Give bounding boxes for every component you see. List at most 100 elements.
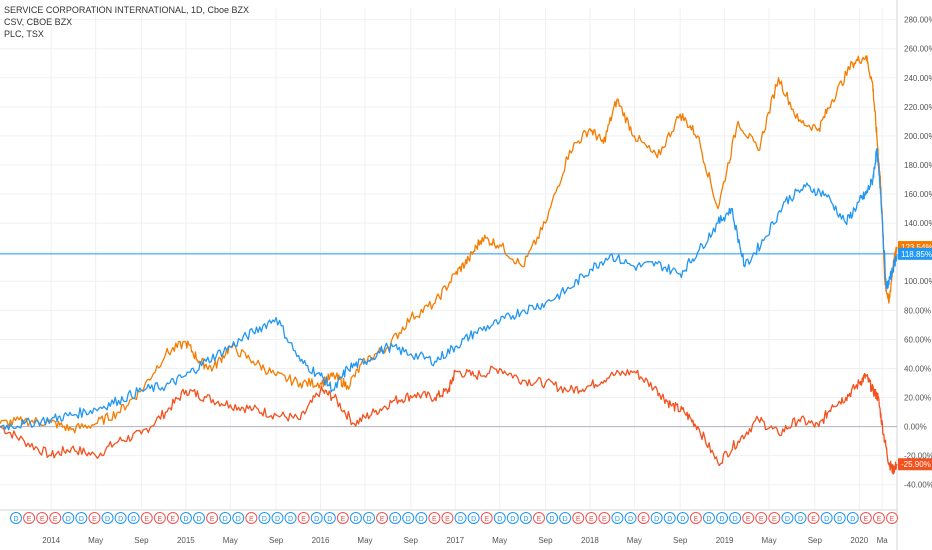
- event-letter: D: [733, 516, 738, 523]
- event-circle: [585, 512, 598, 524]
- event-letter: D: [66, 516, 71, 523]
- earnings-event-icon: E: [807, 512, 820, 524]
- x-tick-label: Sep: [538, 536, 553, 545]
- dividend-event-icon: D: [10, 512, 22, 524]
- earnings-event-icon: E: [36, 512, 49, 524]
- event-circle: [454, 512, 467, 524]
- earnings-event-icon: E: [376, 512, 389, 524]
- event-letter: D: [523, 516, 528, 523]
- event-letter: E: [484, 516, 489, 523]
- x-tick-label: 2017: [446, 536, 464, 545]
- event-circle: [546, 512, 559, 524]
- earnings-event-icon: E: [336, 512, 349, 524]
- dividend-event-icon: D: [193, 512, 206, 524]
- last-value-tag-sci: 118.85%: [898, 247, 932, 260]
- dividend-event-icon: D: [101, 512, 114, 524]
- event-letter: D: [288, 516, 293, 523]
- event-letter: E: [759, 516, 764, 523]
- event-circle: [611, 512, 624, 524]
- event-circle: [23, 512, 36, 524]
- dividend-event-icon: D: [676, 512, 689, 524]
- event-circle: [650, 512, 663, 524]
- event-letter: D: [654, 516, 659, 523]
- legend-compare-plc[interactable]: PLC, TSX: [4, 29, 44, 39]
- dividend-event-icon: D: [415, 512, 428, 524]
- event-circle: [637, 512, 650, 524]
- earnings-event-icon: E: [88, 512, 101, 524]
- event-circle: [271, 512, 284, 524]
- last-value-tag-bg: [898, 458, 932, 471]
- event-circle: [193, 512, 206, 524]
- dividend-event-icon: D: [179, 512, 192, 524]
- event-letter: E: [380, 516, 385, 523]
- event-letter: D: [837, 516, 842, 523]
- event-circle: [768, 512, 781, 524]
- event-circle: [598, 512, 611, 524]
- earnings-event-icon: E: [532, 512, 545, 524]
- event-letter: E: [641, 516, 646, 523]
- event-letter: D: [105, 516, 110, 523]
- event-letter: E: [877, 516, 882, 523]
- x-tick-label: May: [223, 536, 238, 545]
- series-line-csv: [0, 55, 898, 434]
- x-tick-label: 2020: [850, 536, 868, 545]
- earnings-event-icon: E: [206, 512, 219, 524]
- event-circle: [519, 512, 532, 524]
- event-letter: D: [628, 516, 633, 523]
- event-letter: D: [824, 516, 829, 523]
- earnings-event-icon: E: [297, 512, 310, 524]
- dividend-event-icon: D: [506, 512, 519, 524]
- event-circle: [232, 512, 245, 524]
- event-circle: [755, 512, 768, 524]
- x-tick-label: 2016: [312, 536, 330, 545]
- dividend-event-icon: D: [402, 512, 415, 524]
- event-letter: E: [432, 516, 437, 523]
- event-circle: [428, 512, 441, 524]
- event-circle: [493, 512, 506, 524]
- event-letter: D: [262, 516, 267, 523]
- event-circle: [349, 512, 362, 524]
- event-circle: [807, 512, 820, 524]
- y-tick-label: 160.00%: [904, 190, 932, 199]
- event-circle: [166, 512, 179, 524]
- x-tick-label: 2018: [581, 536, 599, 545]
- y-tick-label: 0.00%: [904, 423, 927, 432]
- dividend-event-icon: D: [363, 512, 376, 524]
- dividend-event-icon: D: [219, 512, 232, 524]
- event-letter: D: [719, 516, 724, 523]
- event-letter: D: [798, 516, 803, 523]
- y-tick-label: 60.00%: [904, 335, 931, 344]
- earnings-event-icon: E: [441, 512, 454, 524]
- event-letter: D: [850, 516, 855, 523]
- y-tick-label: 80.00%: [904, 306, 931, 315]
- event-circle: [245, 512, 258, 524]
- earnings-event-icon: E: [428, 512, 441, 524]
- event-letter: D: [550, 516, 555, 523]
- event-circle: [663, 512, 676, 524]
- event-circle: [532, 512, 545, 524]
- dividend-event-icon: D: [611, 512, 624, 524]
- event-letter: D: [497, 516, 502, 523]
- dividend-event-icon: D: [650, 512, 663, 524]
- event-circle: [480, 512, 493, 524]
- x-tick-label: Sep: [808, 536, 823, 545]
- earnings-event-icon: E: [768, 512, 781, 524]
- earnings-event-icon: E: [140, 512, 153, 524]
- event-circle: [559, 512, 572, 524]
- event-letter: E: [210, 516, 215, 523]
- legend-main-symbol[interactable]: SERVICE CORPORATION INTERNATIONAL, 1D, C…: [4, 5, 250, 15]
- event-circle: [127, 512, 140, 524]
- event-letter: E: [890, 516, 895, 523]
- event-letter: D: [471, 516, 476, 523]
- earnings-event-icon: E: [872, 512, 885, 524]
- x-tick-label: Sep: [673, 536, 688, 545]
- event-letter: D: [706, 516, 711, 523]
- event-letter: E: [301, 516, 306, 523]
- dividend-event-icon: D: [493, 512, 506, 524]
- legend-compare-csv[interactable]: CSV, CBOE BZX: [4, 17, 73, 27]
- event-letter: E: [602, 516, 607, 523]
- event-circle: [820, 512, 833, 524]
- event-letter: D: [785, 516, 790, 523]
